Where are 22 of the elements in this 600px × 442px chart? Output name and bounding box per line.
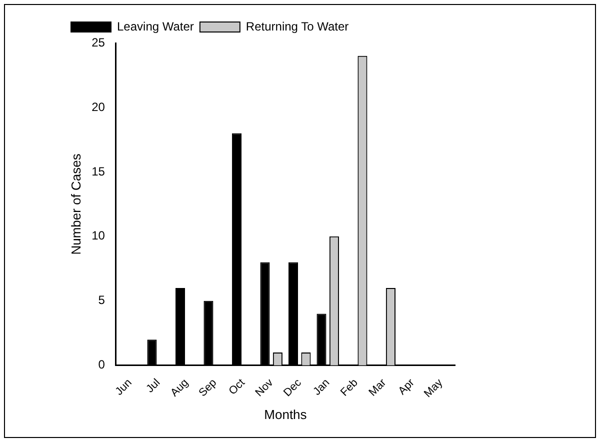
x-tick-label: Jul xyxy=(144,376,163,396)
x-tick-label: May xyxy=(422,376,446,400)
legend-label: Returning To Water xyxy=(246,19,349,34)
y-tick-label: 25 xyxy=(92,35,106,50)
y-axis-title: Number of Cases xyxy=(68,153,84,255)
x-tick-label: Feb xyxy=(338,376,360,399)
x-tick-label: Jan xyxy=(311,376,332,398)
x-axis-title: Months xyxy=(264,406,308,422)
y-tick-label: 0 xyxy=(98,358,106,372)
x-tick-label: Sep xyxy=(196,376,220,400)
x-tick-label: Apr xyxy=(396,376,418,398)
x-tick-label: Nov xyxy=(253,376,276,400)
y-tick-label: 20 xyxy=(92,100,106,114)
x-tick-label: Jun xyxy=(113,376,134,398)
x-tick-label: Oct xyxy=(226,376,248,398)
x-tick-label: Dec xyxy=(282,376,304,400)
y-tick-label: 10 xyxy=(92,228,106,243)
y-tick-label: 5 xyxy=(98,293,106,308)
x-tick-label: Mar xyxy=(366,376,389,399)
legend-label: Leaving Water xyxy=(117,19,194,34)
x-tick-label: Aug xyxy=(168,376,191,400)
y-tick-label: 15 xyxy=(92,164,106,178)
